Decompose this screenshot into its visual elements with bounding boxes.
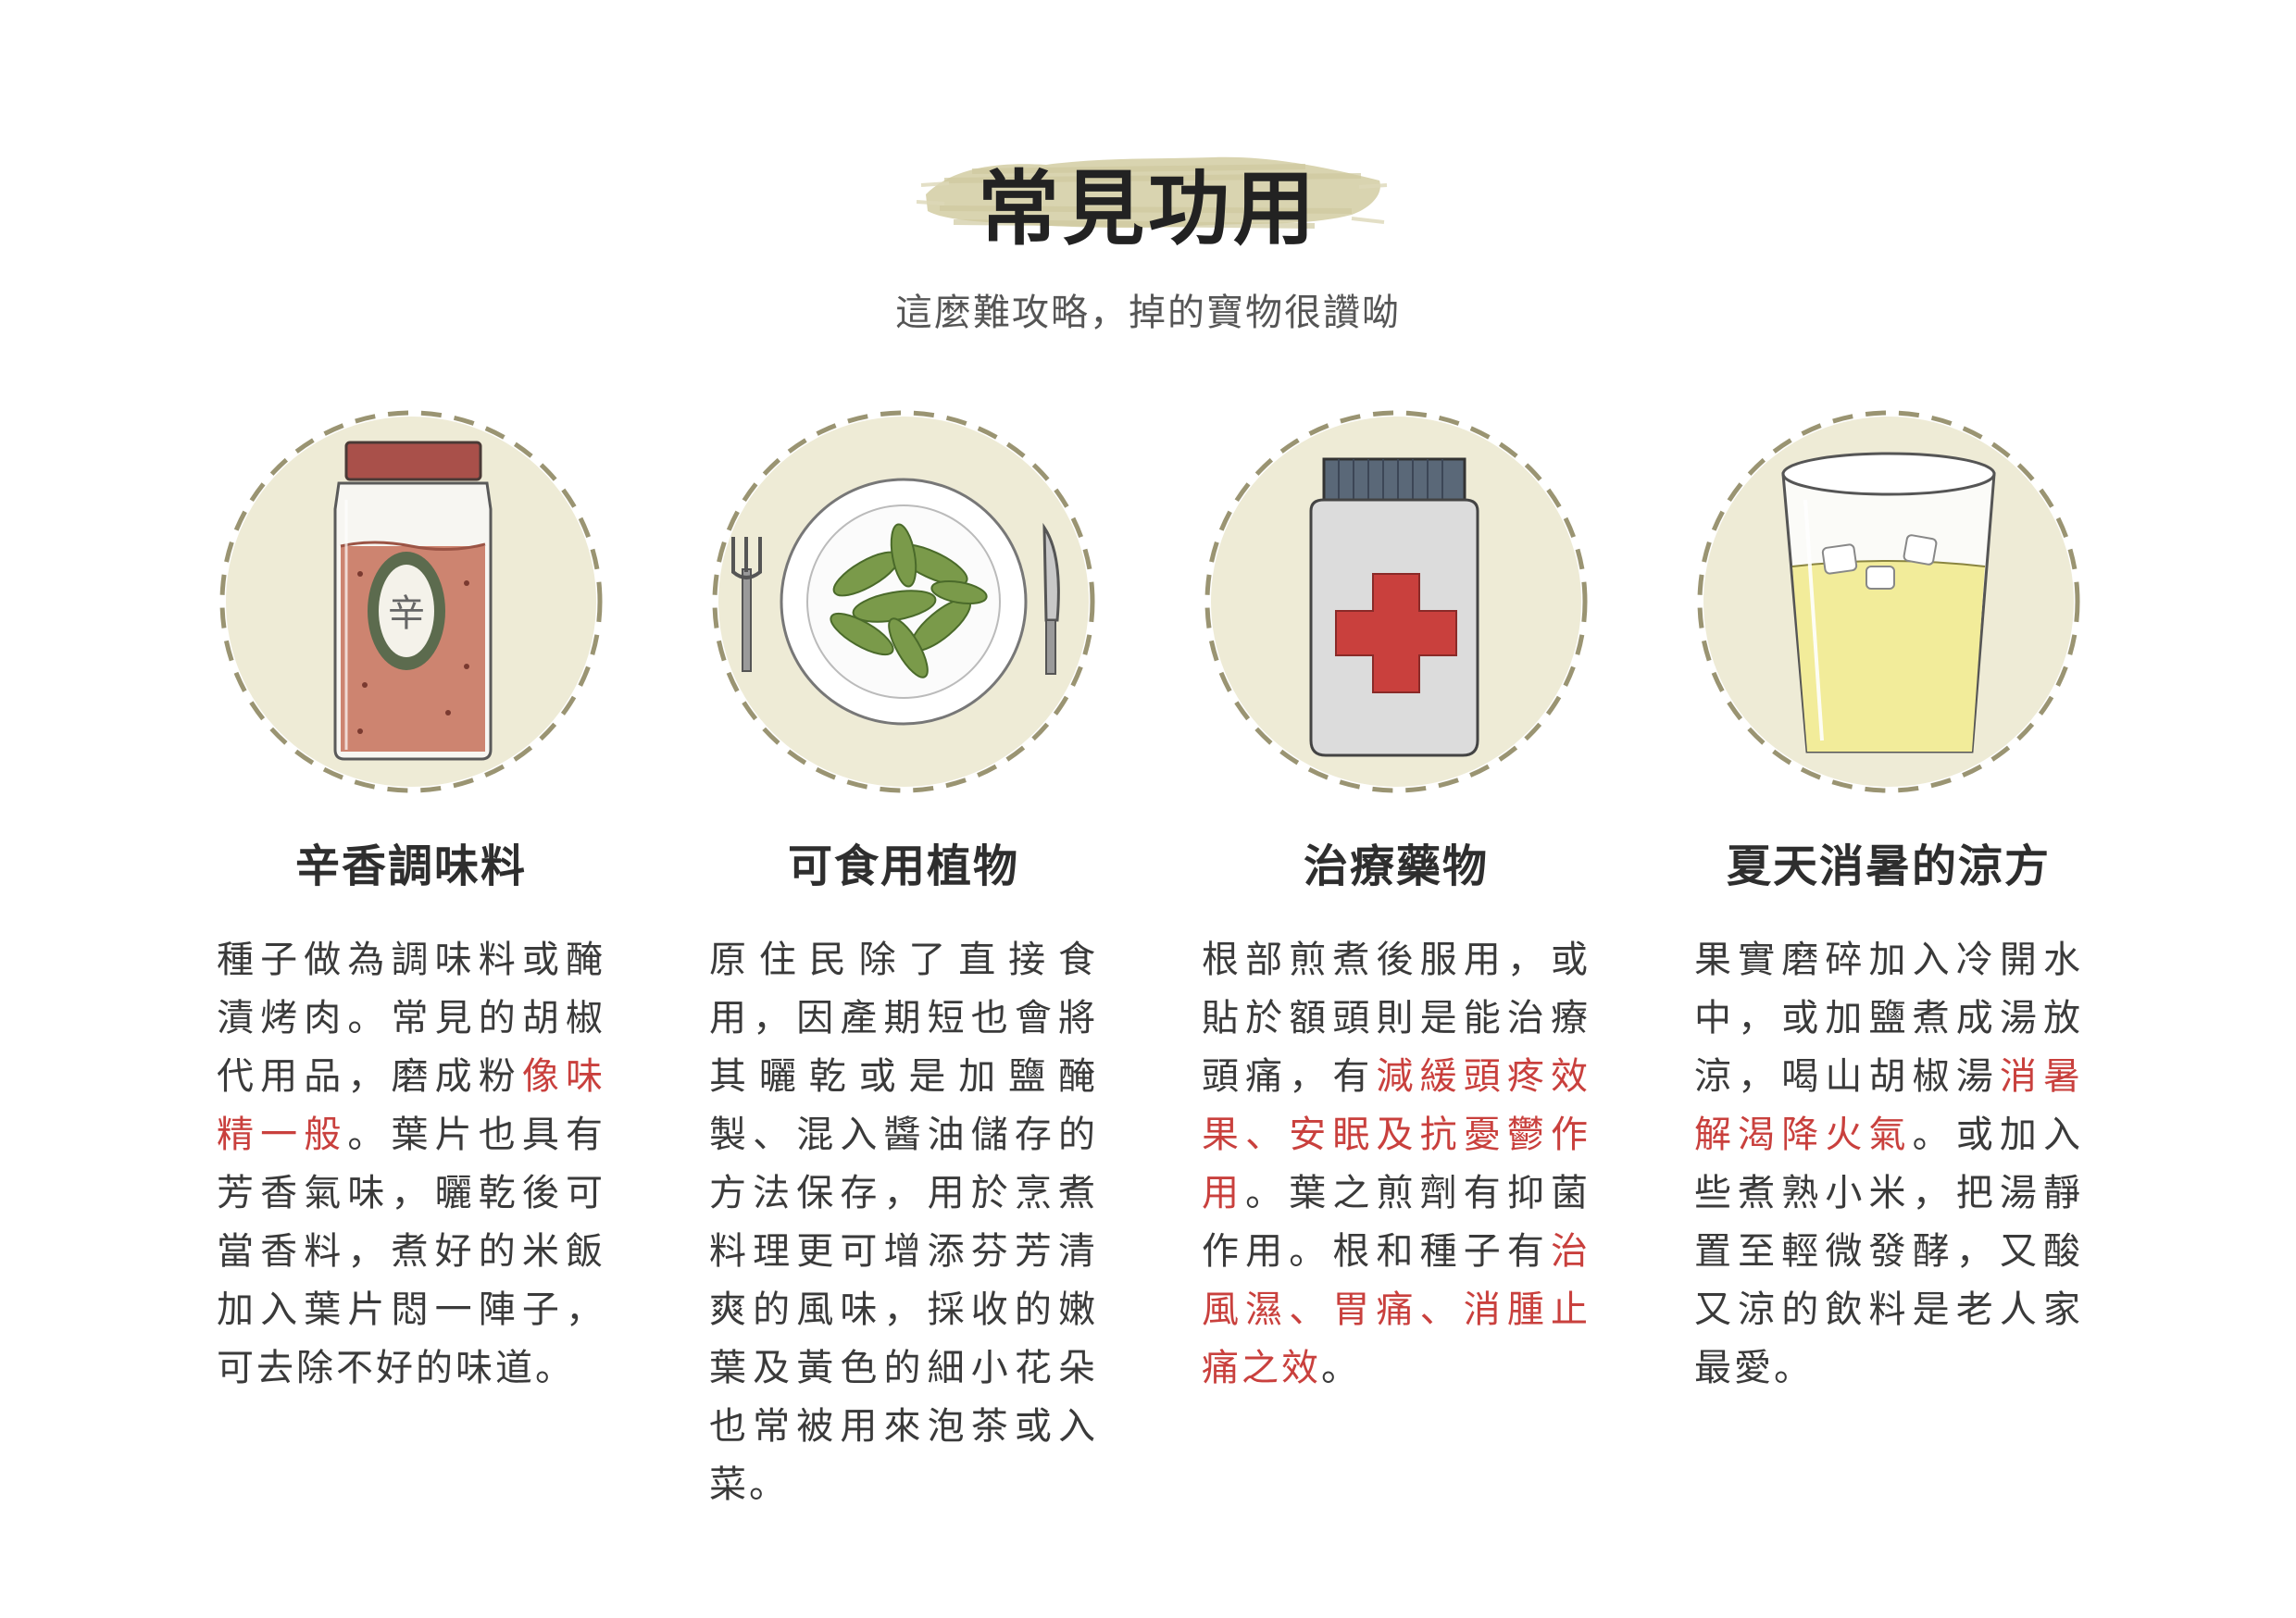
page-subtitle: 這麼難攻略，掉的寶物很讚呦 [895, 292, 1401, 334]
card-edible: 可食用植物 原住民除了直接食用，因產期短也會將其曬乾或是加鹽醃製、混入醬油儲存的… [709, 407, 1098, 1514]
highlight-text: 像味精一般 [217, 1055, 605, 1156]
card-description: 根部煎煮後服用，或貼於額頭則是能治療頭痛，有減緩頭疼效果、安眠及抗憂鬱作用。葉之… [1202, 939, 1591, 1389]
card-title: 可食用植物 [787, 840, 1019, 892]
knife-icon [1042, 522, 1060, 675]
card-description: 果實磨碎加入冷開水中，或加鹽煮成湯放涼，喝山胡椒湯消暑解渴降火氣。或加入些煮熟小… [1694, 939, 2083, 1389]
card-title: 辛香調味料 [294, 840, 527, 892]
card-summer: 夏天消暑的涼方 果實磨碎加入冷開水中，或加鹽煮成湯放涼，喝山胡椒湯消暑解渴降火氣… [1694, 407, 2083, 1398]
page-title: 常見功用 [977, 160, 1318, 256]
spice-jar-icon: 辛 [219, 410, 603, 793]
card-title: 治療藥物 [1303, 840, 1489, 892]
plate-of-leaves-icon [712, 410, 1095, 793]
fork-icon [731, 537, 762, 672]
medicine-bottle-icon [1204, 410, 1588, 793]
highlight-text: 消暑解渴降火氣 [1694, 1055, 2083, 1156]
card-title: 夏天消暑的涼方 [1726, 840, 2051, 892]
iced-drink-icon [1697, 410, 2080, 793]
card-medicine: 治療藥物 根部煎煮後服用，或貼於額頭則是能治療頭痛，有減緩頭疼效果、安眠及抗憂鬱… [1202, 407, 1591, 1398]
card-description: 種子做為調味料或醃漬烤肉。常見的胡椒代用品，磨成粉像味精一般。葉片也具有芳香氣味… [217, 939, 605, 1389]
card-spice: 辛 辛香調味料 種子做為調味料或醃漬烤肉。常見的胡椒代用品，磨成粉像味精一般。葉… [217, 407, 605, 1398]
highlight-text: 減緩頭疼效果、安眠及抗憂鬱作用 [1202, 1055, 1591, 1214]
jar-label: 辛 [388, 592, 425, 635]
highlight-text: 治風濕、胃痛、消腫止痛之效 [1202, 1230, 1591, 1389]
brush-stroke-decoration [917, 156, 1388, 229]
card-description: 原住民除了直接食用，因產期短也會將其曬乾或是加鹽醃製、混入醬油儲存的方法保存，用… [709, 939, 1098, 1506]
